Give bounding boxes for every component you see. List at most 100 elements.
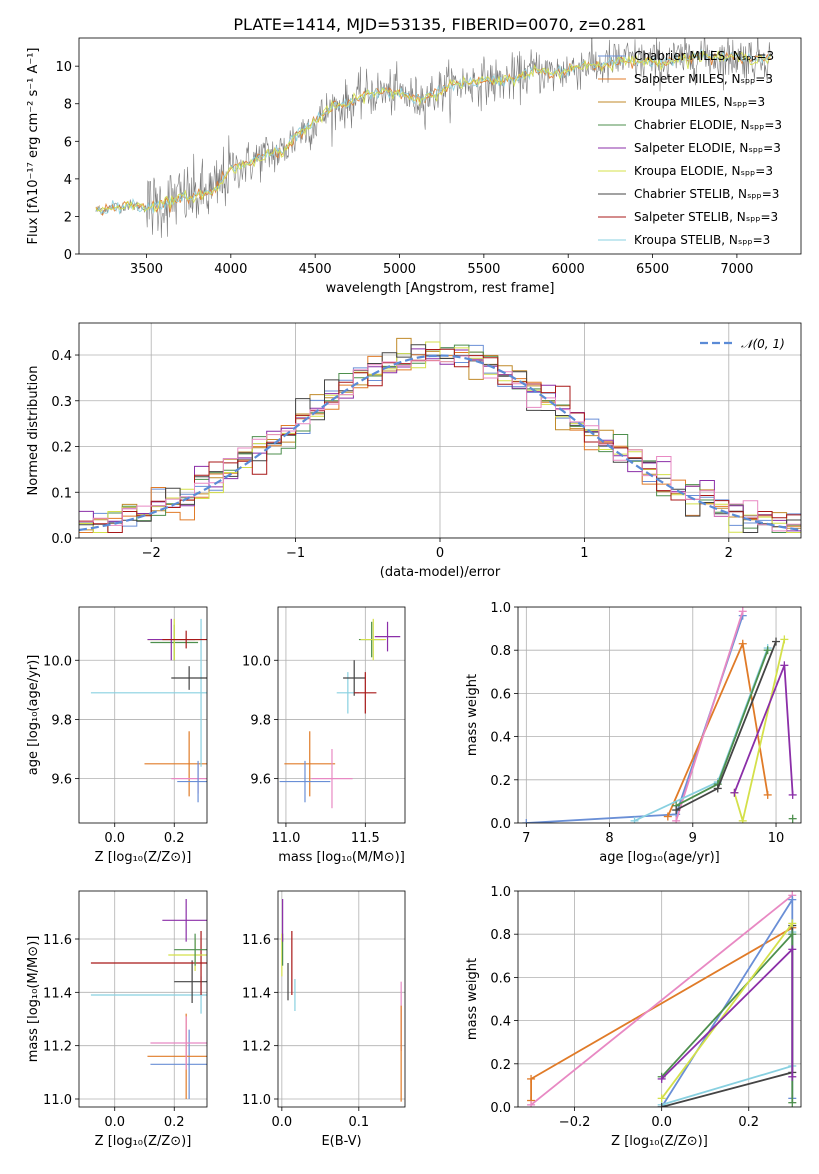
series-marker <box>788 930 797 939</box>
x-tick-label: 8 <box>605 831 613 846</box>
plot-area-spectrum <box>95 38 771 238</box>
y-tick-label: 2 <box>64 210 72 225</box>
mass-weight-series <box>660 896 794 1107</box>
y-tick-label: 1.0 <box>490 885 511 900</box>
y-tick-label: 10.0 <box>43 654 72 669</box>
series-marker <box>657 1103 666 1107</box>
mass-weight-series <box>660 922 794 1099</box>
legend-entry: Salpeter ELODIE, Nₛₚₚ=3 <box>634 141 781 155</box>
panel-age-vs-Z: 0.0 0.2 9.6 9.8 10.0 Z [log₁₀(Z/Z⊙)] age [log₁… <box>26 606 208 865</box>
data-spectrum <box>95 38 771 238</box>
series-marker <box>527 1100 536 1107</box>
series-marker <box>788 945 797 954</box>
gaussian-curve <box>79 354 801 532</box>
series-marker <box>788 919 797 928</box>
errorbar-point <box>284 731 336 797</box>
series-marker <box>788 1072 797 1081</box>
axes-frame <box>78 890 208 1108</box>
x-tick-label: 10 <box>768 831 785 846</box>
panel-mass-vs-EBV: 0.0 0.1 11.0 11.2 11.4 11.6 E(B-V) <box>242 890 406 1149</box>
x-tick-label: 0.1 <box>348 1115 369 1130</box>
y-tick-label: 0.2 <box>490 774 511 789</box>
series-marker <box>713 784 722 793</box>
series-marker <box>788 1098 797 1107</box>
errorbar-point <box>174 933 207 966</box>
x-axis-label: E(B-V) <box>321 1134 361 1149</box>
y-tick-label: 8 <box>64 98 72 113</box>
mass-weight-series <box>661 925 794 1107</box>
histogram-series <box>79 341 801 533</box>
plot-area-mass-vs-EBV <box>278 891 405 1107</box>
panel-spectrum: 3500 4000 4500 5000 5500 6000 6500 7000 0 2 4 6 8 10 w… <box>26 37 802 296</box>
mass-weight-series <box>661 947 794 1080</box>
legend: Chabrier MILES, Nₛₚₚ=3 Salpeter MILES, Nₛ… <box>598 49 782 247</box>
y-tick-label: 11.0 <box>242 1093 271 1108</box>
series-marker <box>788 895 797 904</box>
series-marker <box>672 806 681 815</box>
y-tick-label: 0.4 <box>51 349 72 364</box>
panel-massweight-vs-Z: −0.2 0.0 0.2 0.0 0.2 0.4 0.6 0.8 1.0 Z [log₁₀(Z/Z… <box>465 885 802 1149</box>
x-tick-label: 4500 <box>299 262 332 277</box>
series-marker <box>527 1074 536 1083</box>
y-axis-label: Flux [fλ10⁻¹⁷ erg cm⁻² s⁻¹ A⁻¹] <box>26 48 41 245</box>
series-marker <box>763 790 772 799</box>
figure-title: PLATE=1414, MJD=53135, FIBERID=0070, z=0… <box>233 15 646 34</box>
x-axis-label: Z [log₁₀(Z/Z⊙)] <box>95 850 192 865</box>
x-tick-label: 5500 <box>467 262 500 277</box>
legend-entry: Chabrier MILES, Nₛₚₚ=3 <box>634 49 774 63</box>
y-tick-label: 10 <box>55 60 72 75</box>
x-tick-label: −1 <box>286 546 305 561</box>
y-tick-label: 11.2 <box>242 1040 271 1055</box>
y-tick-label: 0.6 <box>490 971 511 986</box>
errorbar-point <box>311 749 353 809</box>
x-tick-label: 0 <box>436 546 444 561</box>
errorbar-point <box>360 618 386 661</box>
y-axis-label: mass [log₁₀(M/M⊙)] <box>26 936 41 1063</box>
x-tick-label: 1 <box>580 546 588 561</box>
x-tick-label: 0.0 <box>651 1115 672 1130</box>
axes-frame <box>78 606 208 824</box>
panel-massweight-vs-age: 7 8 9 10 0.0 0.2 0.4 0.6 0.8 1.0 age [log₁₀(age/yr… <box>465 601 802 865</box>
x-tick-label: 3500 <box>130 262 163 277</box>
series-marker <box>780 635 789 644</box>
y-axis-label: age [log₁₀(age/yr)] <box>26 655 41 776</box>
x-tick-label: 0.0 <box>104 1115 125 1130</box>
plot-area-age-vs-mass <box>278 607 405 823</box>
legend-entry: Chabrier STELIB, Nₛₚₚ=3 <box>634 187 779 201</box>
y-axis-label: mass weight <box>465 674 480 756</box>
y-tick-label: 0.3 <box>51 395 72 410</box>
errorbar-point <box>174 960 207 1003</box>
series-marker <box>788 814 797 823</box>
errorbar-point <box>162 630 207 649</box>
series-marker <box>630 816 639 823</box>
mass-weight-series <box>675 649 769 807</box>
x-axis-label: wavelength [Angstrom, rest frame] <box>326 281 555 296</box>
x-tick-label: −0.2 <box>559 1115 591 1130</box>
legend-entry: Chabrier ELODIE, Nₛₚₚ=3 <box>634 118 782 132</box>
legend-entry: Salpeter STELIB, Nₛₚₚ=3 <box>634 210 778 224</box>
axes-frame <box>277 890 406 1108</box>
y-tick-label: 0.8 <box>490 928 511 943</box>
x-tick-label: 6000 <box>552 262 585 277</box>
series-marker <box>657 1094 666 1103</box>
series-marker <box>730 788 739 797</box>
y-tick-label: 11.6 <box>242 933 271 948</box>
series-marker <box>738 607 747 616</box>
errorbar-point <box>354 672 377 714</box>
x-tick-label: 0.2 <box>164 831 185 846</box>
legend-entry: Kroupa ELODIE, Nₛₚₚ=3 <box>634 164 773 178</box>
y-axis-label: mass weight <box>465 958 480 1040</box>
series-marker <box>657 1074 666 1083</box>
x-tick-label: 5000 <box>383 262 416 277</box>
x-tick-label: 2 <box>725 546 733 561</box>
y-tick-label: 0.1 <box>51 486 72 501</box>
series-marker <box>672 816 681 823</box>
errorbar-point <box>343 660 366 696</box>
y-tick-label: 11.2 <box>43 1040 72 1055</box>
errorbar-point <box>90 618 207 767</box>
plot-area-age-vs-Z <box>79 607 207 823</box>
series-marker <box>763 646 772 655</box>
y-tick-label: 6 <box>64 135 72 150</box>
y-axis-label: Normed distribution <box>26 366 41 496</box>
errorbar-point <box>150 1029 207 1099</box>
